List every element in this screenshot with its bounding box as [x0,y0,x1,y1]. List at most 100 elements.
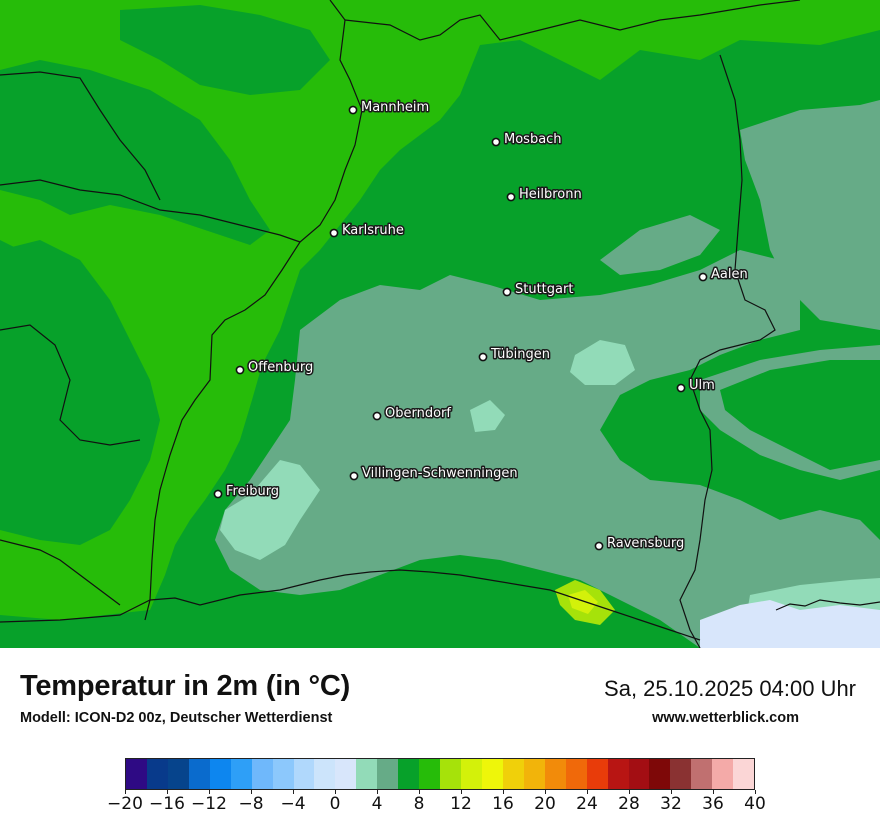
colorbar-tick-label: 16 [492,794,514,814]
border-pfalz-north [0,71,161,201]
city-label: Aalen [711,267,748,282]
city-dot [349,471,359,481]
city-markers: Mannheim Mosbach Heilbronn Karlsruhe Aalen St… [213,99,749,553]
colorbar-swatch [481,759,503,789]
zone-8-10-nw [0,60,270,245]
colorbar-swatch [398,759,420,789]
colorbar-tick-mark [502,790,504,794]
colorbar-tick-label: −4 [280,794,306,814]
colorbar-tick-mark [586,790,588,794]
zone-14-16-lake-constance [568,590,598,614]
colorbar-tick-label: 32 [660,794,682,814]
city-label: Karlsruhe [342,223,404,238]
colorbar-swatch [314,759,336,789]
colorbar-tick-mark [418,790,420,794]
colorbar-tick-mark [376,790,378,794]
city-t-bingen: Tübingen [478,346,552,364]
colorbar-tick-label: 28 [618,794,640,814]
colorbar-swatch [251,759,273,789]
zone-6-8-plateau [215,250,880,648]
colorbar-tick-mark [250,790,252,794]
city-oberndorf: Oberndorf [372,405,453,423]
colorbar-swatch [167,759,189,789]
website-link[interactable]: www.wetterblick.com [652,710,799,726]
city-dot [502,287,512,297]
colorbar-tick-label: −12 [191,794,227,814]
city-dot [329,228,339,238]
forecast-datetime: Sa, 25.10.2025 04:00 Uhr [604,676,856,701]
colorbar-tick-label: 12 [450,794,472,814]
map-canvas: Mannheim Mosbach Heilbronn Karlsruhe Aalen St… [0,0,880,648]
border-swiss-northwest [0,539,121,606]
colorbar-swatch [126,759,147,789]
colorbar-tick-label: −8 [238,794,264,814]
zone-4-6-baar [220,460,320,560]
model-source: Modell: ICON-D2 00z, Deutscher Wetterdie… [20,710,333,726]
border-state-east [679,54,776,648]
city-villingen-schwenningen: Villingen-Schwenningen [349,465,519,483]
city-label: Stuttgart [515,282,573,297]
colorbar-tick-mark [754,790,756,794]
city-karlsruhe: Karlsruhe [329,222,405,240]
colorbar-swatch [649,759,671,789]
city-dot [698,272,708,282]
city-label: Mannheim [361,100,429,115]
colorbar-swatch [419,759,441,789]
colorbar-swatch [230,759,252,789]
city-dot [491,137,501,147]
city-label: Ulm [689,378,715,393]
city-heilbronn: Heilbronn [506,186,583,204]
colorbar-swatch [691,759,713,789]
colorbar-tick-label: 8 [413,794,425,814]
colorbar-tick-mark [292,790,294,794]
zone-6-8-northeast [740,100,880,330]
city-aalen: Aalen [698,266,749,284]
border-national-east-bavaria [775,599,880,611]
colorbar-tick-mark [544,790,546,794]
colorbar-tick-label: −16 [149,794,185,814]
colorbar-swatch [523,759,545,789]
colorbar-swatch [586,759,608,789]
colorbar-tick-mark [124,790,126,794]
city-offenburg: Offenburg [235,359,315,377]
colorbar-swatch [712,759,734,789]
city-label: Ravensburg [607,536,684,551]
colorbar-swatch [377,759,399,789]
zone-8-10-north [120,5,330,95]
city-ravensburg: Ravensburg [594,535,686,553]
colorbar-ticks: −20 −16 −12 −8 −4 0 4 8 12 16 20 24 28 32 36 40 [107,790,766,820]
colorbar-swatch [293,759,315,789]
colorbar-tick-mark [628,790,630,794]
city-freiburg: Freiburg [213,483,281,501]
colorbar-tick-label: 20 [534,794,556,814]
city-dot [478,352,488,362]
zone-8-10-blackforest [0,240,160,545]
zone-8-10-allgaeu [720,360,880,470]
temperature-map: Mannheim Mosbach Heilbronn Karlsruhe Aalen St… [0,0,880,648]
colorbar-swatch [356,759,378,789]
colorbar-tick-mark [712,790,714,794]
colorbar-swatch [461,759,482,789]
colorbar-swatch [670,759,692,789]
colorbar-tick-mark [208,790,210,794]
map-title: Temperatur in 2m (in °C) [20,670,351,702]
colorbar-swatch [188,759,210,789]
city-label: Oberndorf [385,406,451,421]
colorbar-tick-mark [670,790,672,794]
colorbar-swatch [565,759,587,789]
city-ulm: Ulm [676,377,716,395]
colorbar-tick-mark [166,790,168,794]
city-label: Mosbach [504,132,562,147]
colorbar-swatch [607,759,629,789]
colorbar-swatch [146,759,168,789]
colorbar-tick-label: 40 [744,794,766,814]
colorbar-swatch [272,759,294,789]
zone-4-6-heuberg [470,400,505,432]
border-france-pfalz [0,179,301,243]
border-state-north [344,0,801,41]
zone-2-4-allgaeu [700,600,880,648]
colorbar-tick-mark [460,790,462,794]
city-label: Freiburg [226,484,279,499]
colorbar-swatch [733,759,755,789]
city-dot [506,192,516,202]
